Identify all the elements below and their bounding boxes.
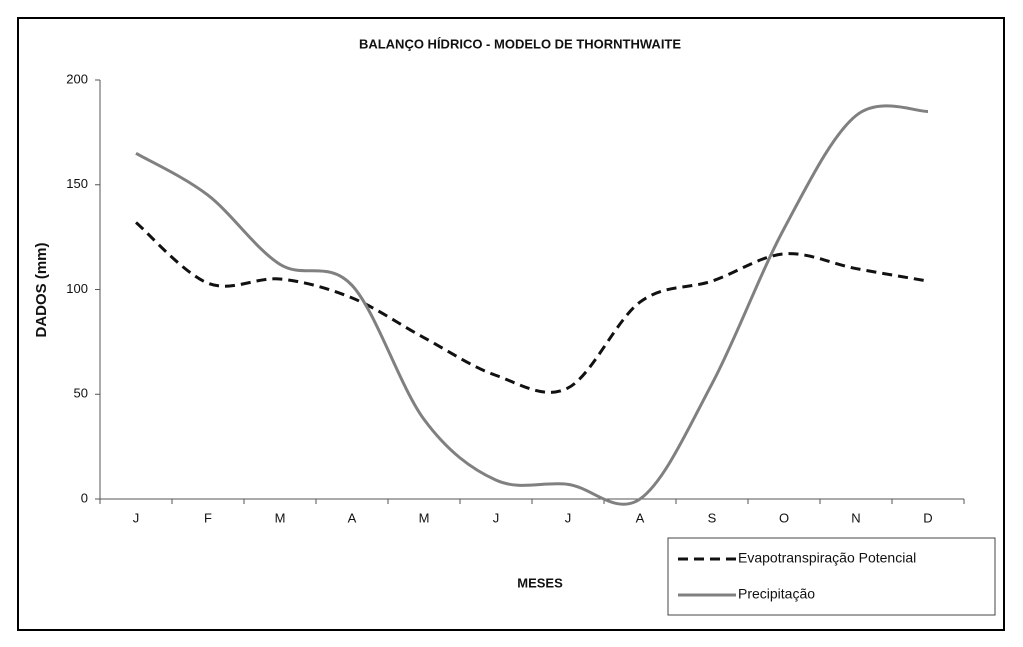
x-tick-label: A	[348, 510, 357, 525]
y-tick-label: 150	[66, 176, 88, 191]
x-tick-label: D	[923, 510, 932, 525]
legend-label: Precipitação	[738, 586, 815, 602]
y-tick-label: 100	[66, 281, 88, 296]
legend-box	[667, 537, 996, 616]
y-tick-label: 50	[74, 386, 88, 401]
x-tick-label: O	[779, 510, 789, 525]
x-tick-label: M	[419, 510, 430, 525]
y-axis-label: DADOS (mm)	[33, 242, 50, 337]
legend-label: Evapotranspiração Potencial	[738, 550, 916, 566]
line	[135, 221, 929, 394]
x-tick-label: J	[493, 510, 500, 525]
chart-title: BALANÇO HÍDRICO - MODELO DE THORNTHWAITE	[359, 36, 681, 51]
y-tick-label: 0	[81, 490, 88, 505]
x-tick-label: J	[565, 510, 572, 525]
y-tick-label: 200	[66, 71, 88, 86]
x-axis-label: MESES	[517, 575, 563, 590]
x-tick-label: J	[133, 510, 140, 525]
x-tick-label: N	[851, 510, 860, 525]
frame	[17, 17, 1005, 631]
x-tick-label: F	[204, 510, 212, 525]
x-tick-label: M	[275, 510, 286, 525]
x-tick-label: A	[636, 510, 645, 525]
line	[135, 104, 929, 506]
x-tick-label: S	[708, 510, 717, 525]
